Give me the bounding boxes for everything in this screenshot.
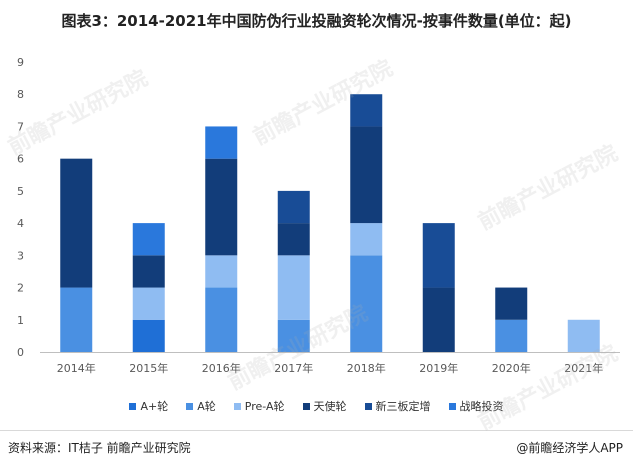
bar-segment (350, 223, 383, 256)
y-tick-label: 9 (17, 56, 24, 69)
chart-title: 图表3：2014-2021年中国防伪行业投融资轮次情况-按事件数量(单位：起) (61, 12, 572, 30)
legend-label: 新三板定增 (375, 400, 431, 413)
x-tick-label: 2020年 (492, 361, 531, 375)
bar-segment (422, 223, 455, 288)
bar-segment (567, 319, 600, 352)
y-tick-label: 1 (17, 314, 24, 327)
y-tick-label: 0 (17, 346, 24, 359)
legend-label: 天使轮 (313, 400, 347, 413)
x-tick-label: 2015年 (129, 361, 168, 375)
y-tick-label: 3 (17, 249, 24, 262)
bar-segment (205, 126, 238, 159)
legend-swatch (233, 402, 241, 410)
legend-item: 战略投资 (448, 398, 504, 414)
bar-segment (60, 158, 93, 288)
x-tick-label: 2014年 (57, 361, 96, 375)
bar-segment (350, 126, 383, 224)
bar-segment (132, 223, 165, 256)
bar-segment (205, 158, 238, 256)
legend-item: 天使轮 (302, 398, 347, 414)
legend-swatch (302, 402, 310, 410)
bar-segment (277, 190, 310, 224)
brand-label: @前瞻经济学人APP (516, 441, 623, 455)
chart-legend: A+轮 A轮 Pre-A轮 天使轮 新三板定增 战略投资 (0, 398, 633, 414)
y-tick-label: 5 (17, 185, 24, 198)
x-tick-label: 2016年 (202, 361, 241, 375)
x-tick-label: 2017年 (274, 361, 313, 375)
bar-segment (422, 287, 455, 352)
stacked-bar-chart: 0 1 2 3 4 5 6 7 8 9 2014年 2015年 2016年 2017年 2018年 2019年… (17, 56, 620, 375)
bar-segment (205, 255, 238, 288)
bar-segment (277, 255, 310, 320)
bar-segment (277, 223, 310, 256)
bar-segment (350, 94, 383, 127)
legend-item: A+轮 (129, 398, 168, 414)
bar-segment (495, 319, 528, 352)
bar-segment (205, 287, 238, 352)
x-tick-label: 2018年 (347, 361, 386, 375)
y-tick-label: 8 (17, 88, 24, 101)
legend-swatch (448, 402, 456, 410)
y-tick-label: 4 (17, 217, 24, 230)
y-tick-label: 6 (17, 153, 24, 166)
bar-segment (132, 255, 165, 288)
legend-label: Pre-A轮 (244, 400, 285, 413)
bar-segment (350, 255, 383, 352)
bar-segment (277, 319, 310, 352)
legend-label: 战略投资 (459, 400, 504, 413)
legend-item: A轮 (186, 398, 216, 414)
legend-swatch (186, 402, 194, 410)
bar-segment (495, 287, 528, 320)
x-tick-label: 2021年 (564, 361, 603, 375)
legend-item: Pre-A轮 (233, 398, 285, 414)
y-tick-label: 7 (17, 120, 24, 133)
footer: 资料来源：IT桔子 前瞻产业研究院 @前瞻经济学人APP (0, 430, 633, 468)
legend-label: A+轮 (140, 400, 169, 413)
bar-segment (60, 287, 93, 352)
legend-swatch (129, 402, 137, 410)
source-note: 资料来源：IT桔子 前瞻产业研究院 (8, 441, 191, 455)
legend-swatch (364, 402, 372, 410)
bar-segment (132, 287, 165, 320)
x-tick-label: 2019年 (419, 361, 458, 375)
y-tick-label: 2 (17, 282, 24, 295)
bar-segment (132, 319, 165, 352)
legend-label: A轮 (197, 400, 216, 413)
legend-item: 新三板定增 (364, 398, 431, 414)
